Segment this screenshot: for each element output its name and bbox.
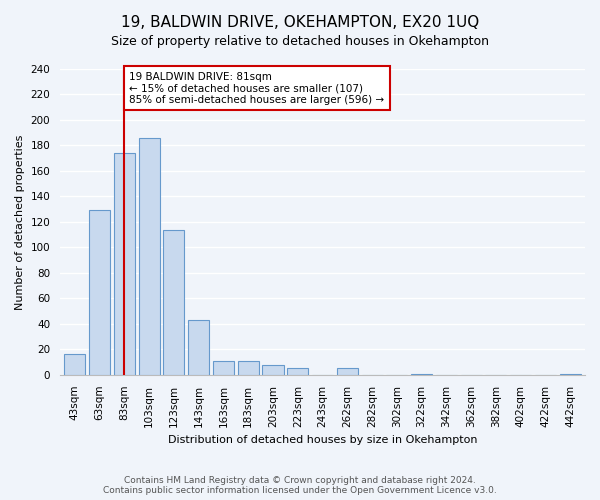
Bar (238, 361, 259, 375)
Bar (337, 368, 358, 375)
Text: Contains HM Land Registry data © Crown copyright and database right 2024.
Contai: Contains HM Land Registry data © Crown c… (103, 476, 497, 495)
Bar (287, 368, 308, 375)
Bar (64, 354, 85, 375)
Text: Size of property relative to detached houses in Okehampton: Size of property relative to detached ho… (111, 35, 489, 48)
Bar (262, 364, 284, 375)
Bar (411, 374, 432, 375)
Bar (560, 374, 581, 375)
Y-axis label: Number of detached properties: Number of detached properties (15, 134, 25, 310)
Bar (163, 230, 184, 375)
Bar (213, 361, 234, 375)
Text: 19, BALDWIN DRIVE, OKEHAMPTON, EX20 1UQ: 19, BALDWIN DRIVE, OKEHAMPTON, EX20 1UQ (121, 15, 479, 30)
Bar (89, 210, 110, 375)
X-axis label: Distribution of detached houses by size in Okehampton: Distribution of detached houses by size … (168, 435, 477, 445)
Text: 19 BALDWIN DRIVE: 81sqm
← 15% of detached houses are smaller (107)
85% of semi-d: 19 BALDWIN DRIVE: 81sqm ← 15% of detache… (130, 72, 385, 104)
Bar (139, 138, 160, 375)
Bar (188, 320, 209, 375)
Bar (114, 153, 135, 375)
